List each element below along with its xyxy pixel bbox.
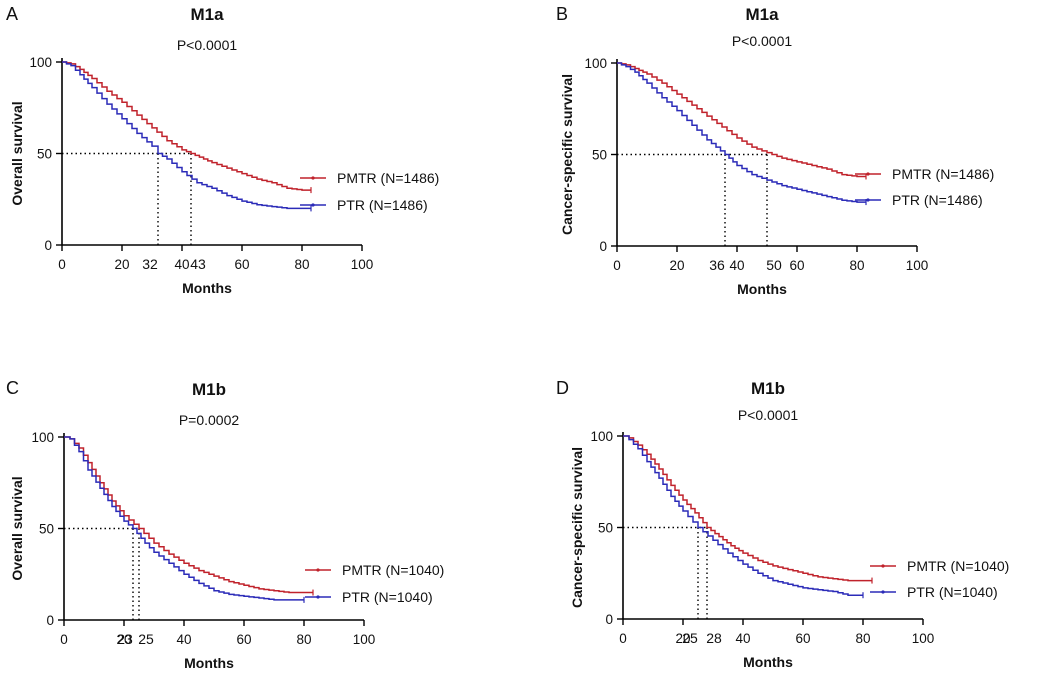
median-label: 28: [706, 630, 722, 646]
x-tick-label: 20: [669, 258, 684, 273]
legend-label-ptr: PTR (N=1486): [337, 197, 428, 213]
y-axis-title: Overall survival: [9, 101, 25, 205]
y-tick-label: 100: [29, 55, 52, 70]
median-label: 36: [709, 257, 725, 273]
y-tick-label: 50: [592, 148, 607, 163]
legend-marker: [316, 595, 320, 599]
series-line-ptr: [623, 435, 863, 596]
series-line-ptr: [617, 62, 866, 203]
x-tick-label: 100: [351, 257, 374, 272]
y-tick-label: 0: [46, 613, 54, 628]
median-label: 25: [682, 630, 698, 646]
x-tick-label: 20: [675, 631, 690, 646]
x-tick-label: 40: [174, 257, 189, 272]
series-line-pmtr: [617, 62, 866, 178]
y-tick-label: 100: [584, 56, 607, 71]
y-axis-title: Overall survival: [9, 476, 25, 580]
median-label: 32: [142, 256, 158, 272]
y-axis-title: Cancer-specific survival: [559, 74, 575, 235]
chart-title: M1b: [751, 379, 785, 398]
p-value-label: P=0.0002: [179, 412, 240, 428]
chart-title: M1a: [190, 5, 224, 24]
p-value-label: P<0.0001: [738, 407, 799, 423]
legend-label-pmtr: PMTR (N=1486): [337, 170, 439, 186]
x-tick-label: 40: [735, 631, 750, 646]
panel-letter-D: D: [556, 378, 569, 398]
x-tick-label: 0: [613, 258, 621, 273]
series-line-ptr: [64, 436, 304, 601]
legend-label-ptr: PTR (N=1486): [892, 192, 983, 208]
x-tick-label: 0: [58, 257, 66, 272]
x-tick-label: 100: [353, 632, 376, 647]
x-tick-label: 40: [176, 632, 191, 647]
x-axis-title: Months: [184, 655, 234, 671]
legend-marker: [311, 176, 315, 180]
legend-label-pmtr: PMTR (N=1040): [907, 558, 1009, 574]
y-tick-label: 0: [599, 239, 607, 254]
legend-label-ptr: PTR (N=1040): [907, 584, 998, 600]
x-axis-title: Months: [182, 280, 232, 296]
series-line-pmtr: [623, 435, 872, 582]
x-tick-label: 0: [619, 631, 627, 646]
x-tick-label: 80: [296, 632, 311, 647]
y-axis-title: Cancer-specific survival: [569, 447, 585, 608]
x-tick-label: 100: [906, 258, 929, 273]
p-value-label: P<0.0001: [177, 37, 238, 53]
y-tick-label: 50: [37, 147, 52, 162]
x-tick-label: 20: [116, 632, 131, 647]
median-label: 50: [766, 257, 782, 273]
x-tick-label: 80: [855, 631, 870, 646]
legend-marker: [316, 568, 320, 572]
x-tick-label: 40: [729, 258, 744, 273]
legend-marker: [881, 590, 885, 594]
legend-marker: [866, 198, 870, 202]
median-label: 43: [190, 256, 206, 272]
legend-marker: [866, 172, 870, 176]
x-tick-label: 60: [789, 258, 804, 273]
legend-marker: [881, 564, 885, 568]
panel-letter-B: B: [556, 4, 568, 24]
median-label: 23: [117, 631, 133, 647]
y-tick-label: 0: [44, 238, 52, 253]
chart-title: M1a: [745, 5, 779, 24]
p-value-label: P<0.0001: [732, 33, 793, 49]
x-tick-label: 20: [114, 257, 129, 272]
panel-letter-C: C: [6, 378, 19, 398]
x-tick-label: 60: [236, 632, 251, 647]
legend-marker: [311, 203, 315, 207]
y-tick-label: 50: [39, 522, 54, 537]
x-tick-label: 0: [60, 632, 68, 647]
legend-label-ptr: PTR (N=1040): [342, 589, 433, 605]
x-tick-label: 80: [849, 258, 864, 273]
chart-title: M1b: [192, 380, 226, 399]
x-tick-label: 60: [795, 631, 810, 646]
y-tick-label: 50: [598, 521, 613, 536]
series-line-pmtr: [64, 436, 313, 594]
x-tick-label: 80: [294, 257, 309, 272]
x-axis-title: Months: [737, 281, 787, 297]
y-tick-label: 100: [590, 429, 613, 444]
legend-label-pmtr: PMTR (N=1040): [342, 562, 444, 578]
y-tick-label: 100: [31, 430, 54, 445]
x-tick-label: 100: [912, 631, 935, 646]
series-line-ptr: [62, 61, 311, 210]
legend-label-pmtr: PMTR (N=1486): [892, 166, 994, 182]
x-tick-label: 60: [234, 257, 249, 272]
x-axis-title: Months: [743, 654, 793, 670]
series-line-pmtr: [62, 61, 311, 191]
y-tick-label: 0: [605, 612, 613, 627]
median-label: 25: [138, 631, 154, 647]
panel-letter-A: A: [6, 4, 18, 24]
